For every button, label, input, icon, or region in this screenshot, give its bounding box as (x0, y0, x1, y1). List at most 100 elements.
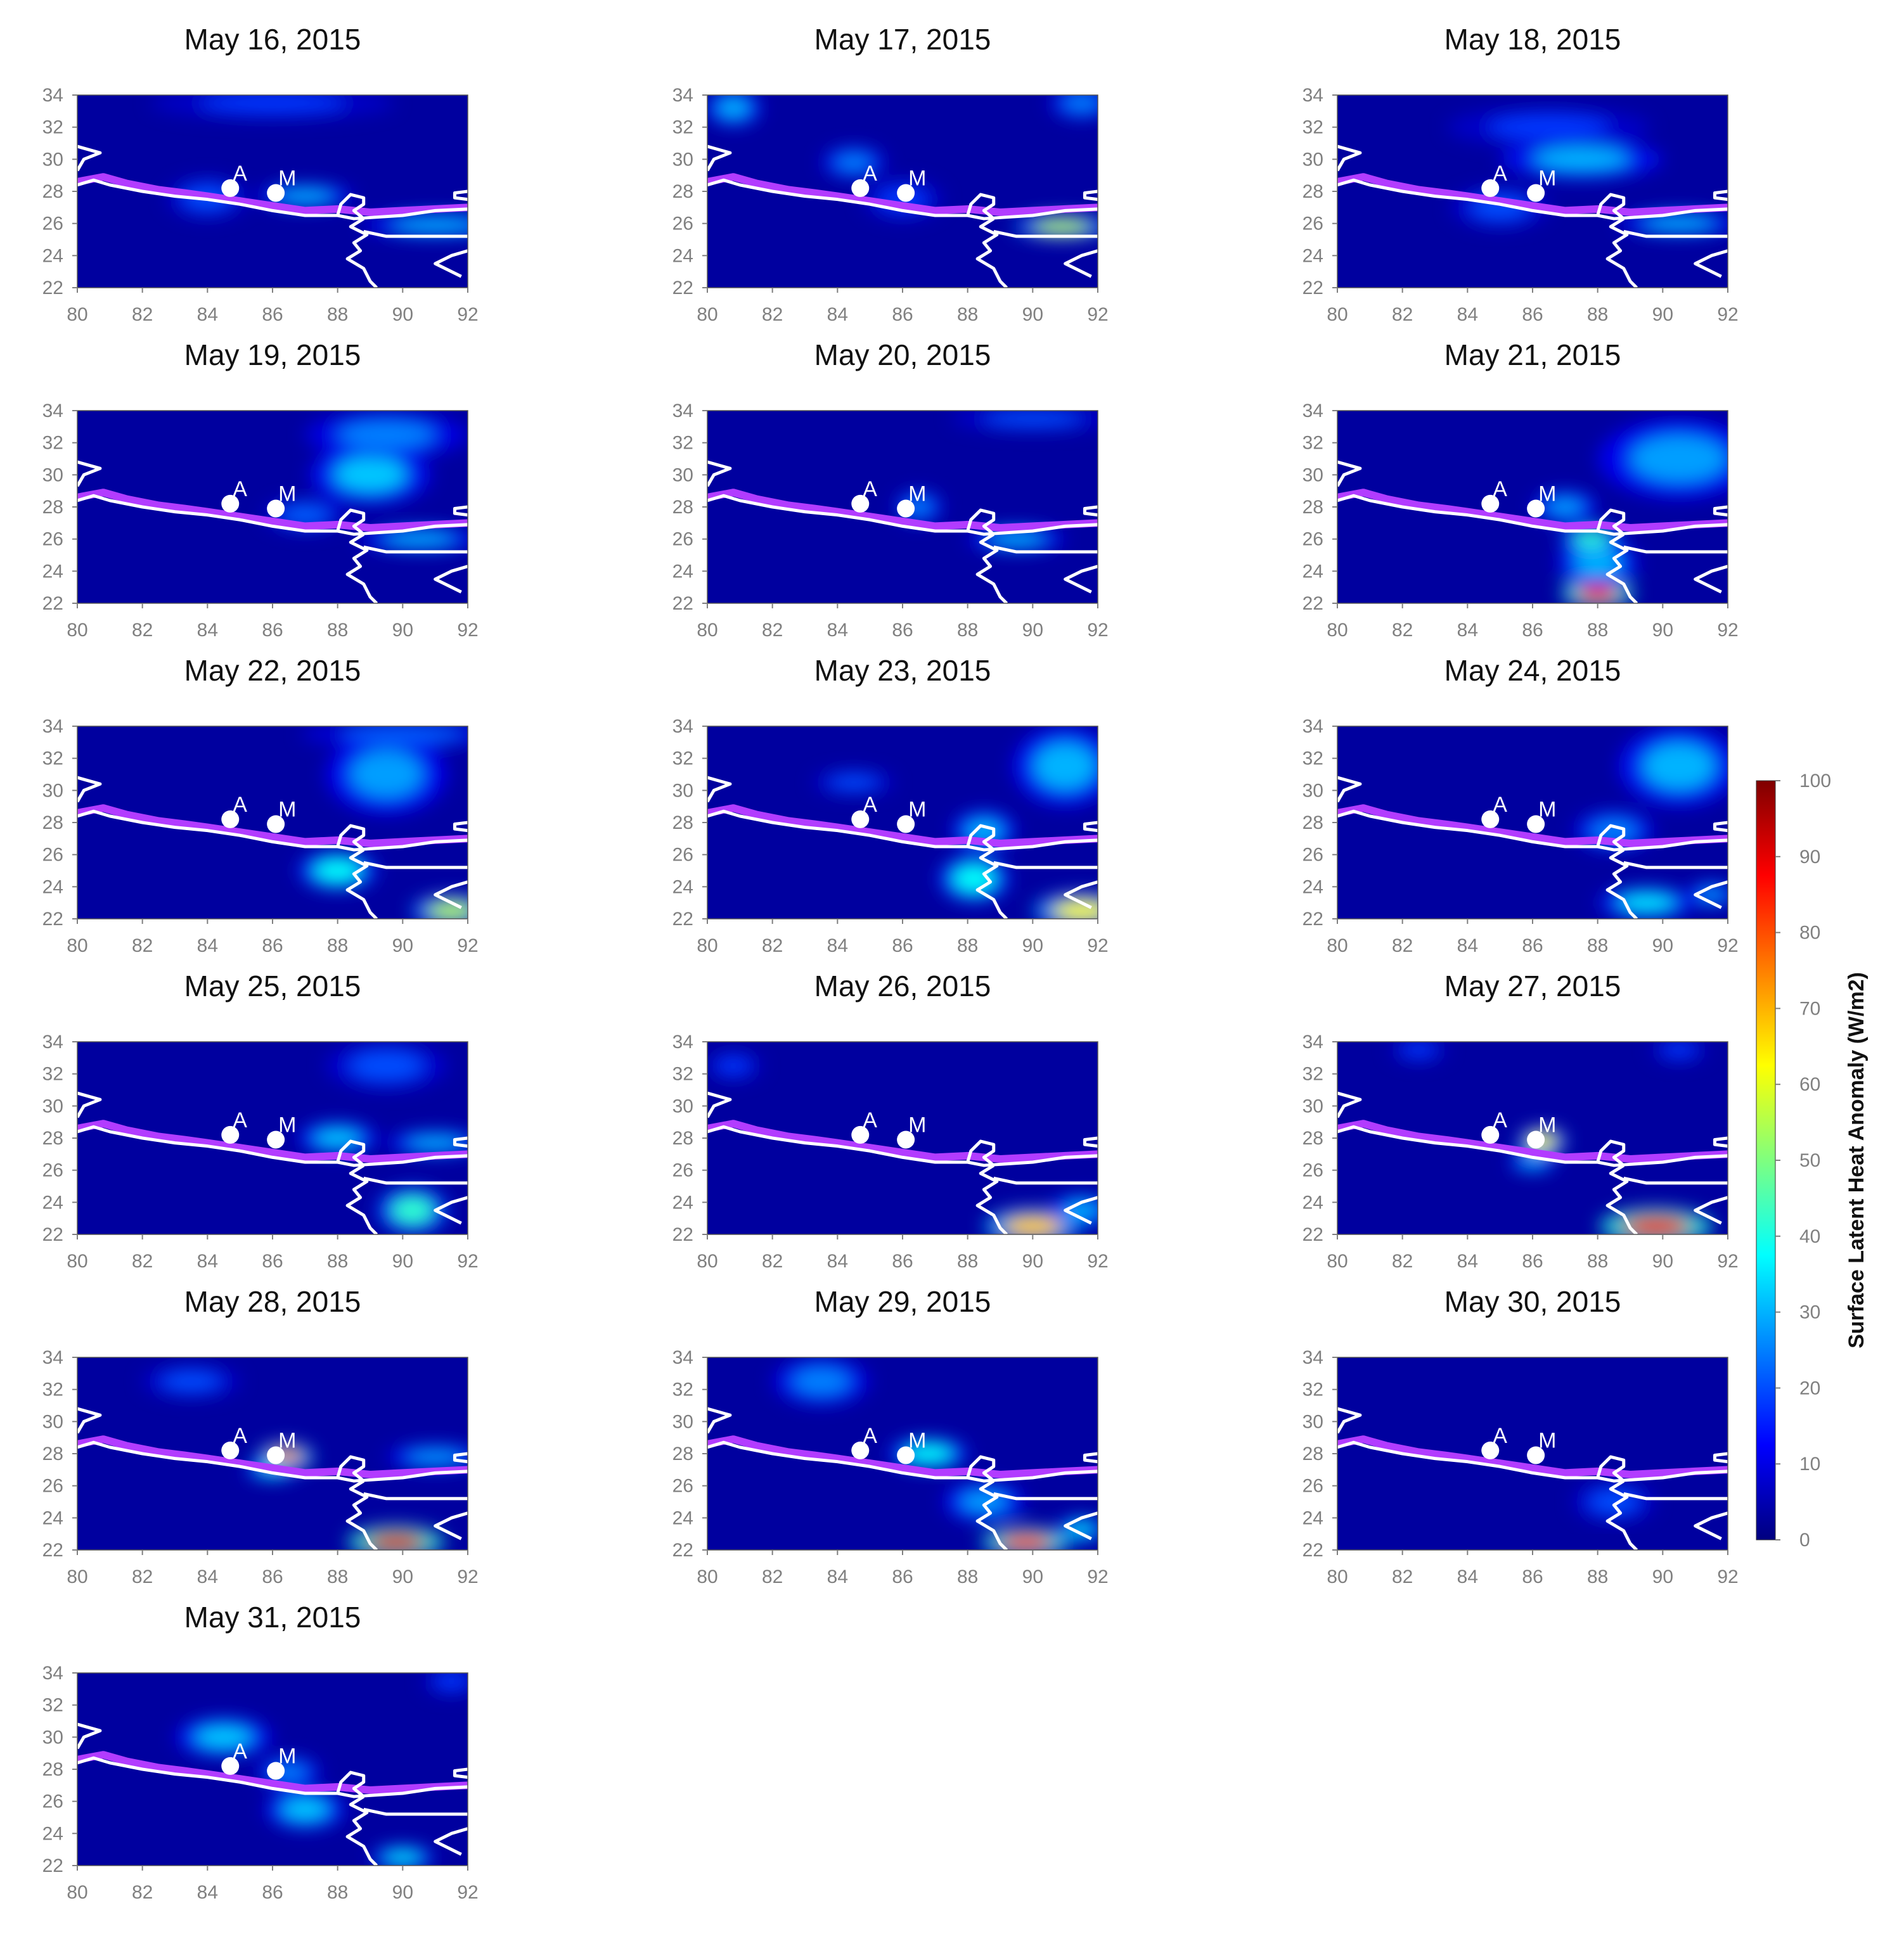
border-line (993, 1492, 1098, 1501)
border-line (967, 838, 1098, 852)
x-tick-label: 82 (132, 1251, 153, 1272)
border-line (1064, 249, 1098, 278)
border-line (363, 545, 468, 554)
panel-title: May 20, 2015 (814, 338, 991, 371)
y-tick-label: 34 (42, 400, 63, 421)
site-marker (267, 1762, 285, 1780)
x-tick-label: 86 (892, 1566, 913, 1587)
y-tick-label: 22 (1303, 1224, 1323, 1245)
x-tick-label: 84 (197, 620, 218, 641)
x-tick-label: 92 (1087, 1566, 1108, 1587)
himalaya-front-line (707, 804, 1098, 847)
site-label: M (908, 1113, 926, 1137)
y-tick-label: 32 (42, 1380, 63, 1400)
x-tick-label: 82 (132, 935, 153, 956)
anomaly-core (1401, 1042, 1436, 1058)
border-line (967, 1470, 1098, 1483)
anomaly-core (829, 775, 878, 790)
himalaya-front-line (1337, 1435, 1728, 1478)
panel-title: May 24, 2015 (1444, 654, 1621, 687)
anomaly-core (1662, 1042, 1696, 1058)
y-tick-label: 30 (42, 464, 63, 485)
anomaly-core (280, 505, 330, 525)
anomaly-core (349, 1051, 423, 1080)
border-line (967, 1154, 1098, 1167)
border-line (77, 1440, 338, 1480)
border-line (1596, 1139, 1626, 1167)
x-tick-label: 80 (697, 935, 717, 956)
border-line (1337, 1091, 1362, 1118)
border-line (345, 1163, 378, 1234)
y-tick-label: 24 (42, 1508, 63, 1528)
border-line (1597, 1154, 1728, 1167)
anomaly-core (406, 1136, 465, 1150)
border-line (1713, 1452, 1728, 1464)
anomaly-core (194, 1725, 254, 1750)
anomaly-field (297, 726, 468, 919)
site-label: M (278, 167, 296, 191)
x-tick-label: 84 (197, 1566, 218, 1587)
panel-title: May 25, 2015 (184, 970, 361, 1002)
x-tick-label: 90 (392, 620, 413, 641)
y-tick-label: 28 (1303, 812, 1323, 833)
y-tick-label: 30 (42, 1096, 63, 1117)
border-line (1605, 848, 1638, 919)
border-line (1694, 880, 1728, 909)
border-line (1596, 193, 1626, 220)
anomaly-core (1571, 530, 1611, 548)
border-line (707, 776, 732, 803)
site-label: A (863, 1424, 877, 1448)
border-line (434, 1511, 468, 1540)
site-label: A (233, 162, 247, 186)
border-line (337, 1154, 468, 1167)
site-marker (897, 1446, 915, 1464)
site-marker (221, 1757, 240, 1775)
x-tick-label: 80 (67, 1251, 87, 1272)
y-tick-label: 32 (672, 748, 693, 769)
border-line (975, 217, 1008, 288)
x-tick-label: 80 (697, 1566, 717, 1587)
site-marker (1527, 1446, 1545, 1464)
border-line (1083, 821, 1098, 833)
y-tick-label: 26 (672, 845, 693, 866)
border-line (453, 821, 468, 833)
border-line (707, 1440, 968, 1480)
colorbar-tick-label: 60 (1799, 1074, 1820, 1095)
x-tick-label: 84 (827, 304, 848, 325)
border-line (77, 1091, 102, 1118)
border-line (966, 1455, 996, 1482)
x-tick-label: 90 (1022, 1566, 1043, 1587)
border-line (1605, 1163, 1638, 1234)
border-line (993, 861, 1098, 869)
x-tick-label: 88 (957, 935, 978, 956)
y-tick-label: 32 (672, 117, 693, 138)
x-tick-label: 88 (1587, 304, 1608, 325)
border-line (1623, 229, 1728, 238)
site-marker (221, 1441, 240, 1459)
border-line (336, 1139, 366, 1167)
anomaly-core (984, 411, 1082, 426)
site-label: M (1538, 1113, 1556, 1137)
himalaya-front-line (1337, 173, 1728, 216)
y-tick-label: 24 (1303, 1192, 1323, 1213)
x-tick-label: 92 (1087, 620, 1108, 641)
site-marker (897, 1130, 915, 1149)
y-tick-label: 34 (42, 1347, 63, 1368)
x-tick-label: 80 (1327, 304, 1348, 325)
y-tick-label: 32 (1303, 433, 1323, 454)
x-tick-label: 86 (262, 1882, 283, 1903)
y-tick-label: 34 (1303, 400, 1323, 421)
border-line (993, 545, 1098, 554)
anomaly-core (1642, 216, 1716, 231)
y-tick-label: 26 (1303, 845, 1323, 866)
y-tick-label: 26 (42, 1476, 63, 1497)
x-tick-label: 80 (67, 1882, 87, 1903)
site-marker (267, 815, 285, 833)
border-line (434, 249, 468, 278)
y-tick-label: 30 (1303, 780, 1323, 801)
